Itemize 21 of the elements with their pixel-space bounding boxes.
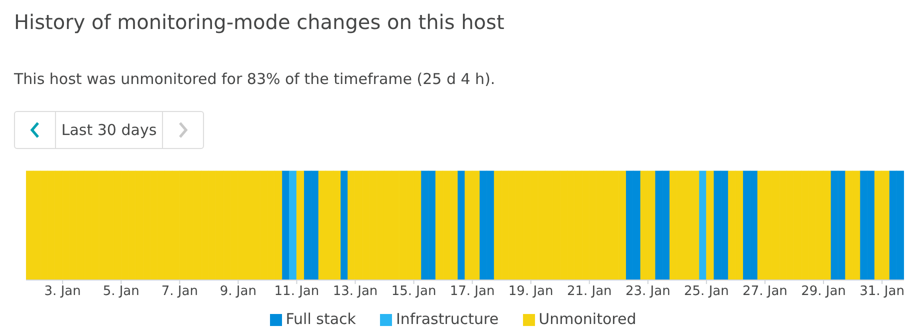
legend-label: Infrastructure — [396, 310, 499, 328]
x-tick-label: 5. Jan — [102, 284, 140, 300]
x-tick-label: 15. Jan — [391, 284, 436, 300]
x-tick-label: 11. Jan — [274, 284, 320, 300]
x-tick-label: 17. Jan — [450, 284, 495, 300]
legend-label: Full stack — [286, 310, 356, 328]
x-tick-label: 19. Jan — [508, 284, 554, 300]
x-tick-label: 23. Jan — [625, 284, 670, 300]
chart-title: History of monitoring-mode changes on this host — [14, 10, 504, 34]
x-tick-label: 25. Jan — [684, 284, 729, 300]
x-tick-label: 9. Jan — [220, 284, 256, 300]
text: Last 30 days — [60, 121, 158, 139]
x-tick-label: 31. Jan — [860, 284, 904, 300]
x-tick-label: 27. Jan — [742, 284, 788, 300]
chart-subtitle: This host was unmonitored for 83% of the timeframe (25 d 4 h). — [14, 70, 496, 88]
legend-label: Unmonitored — [538, 310, 636, 328]
x-tick-label: 3. Jan — [44, 284, 81, 300]
x-tick-label: 13. Jan — [332, 284, 378, 300]
x-tick-label: 29. Jan — [801, 284, 846, 300]
x-tick-label: 7. Jan — [161, 284, 198, 300]
x-tick-label: 21. Jan — [566, 284, 612, 300]
